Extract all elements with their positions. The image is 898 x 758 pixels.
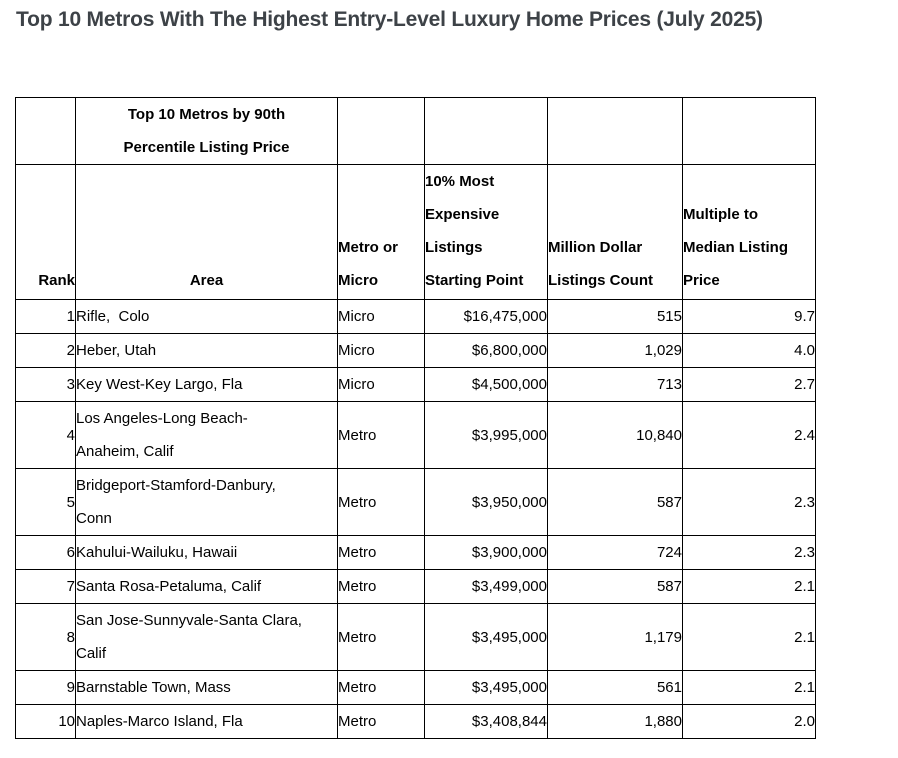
rank-cell: 5: [15, 468, 76, 536]
column-header-multiple-to-median: Multiple to Median Listing Price: [682, 164, 816, 300]
column-header-rank: Rank: [15, 164, 76, 300]
rank-cell: 3: [15, 367, 76, 402]
multiple-to-median-cell: 2.0: [682, 704, 816, 739]
million-dollar-count-cell: 515: [547, 299, 683, 334]
area-cell: Key West-Key Largo, Fla: [75, 367, 338, 402]
multiple-to-median-cell: 2.1: [682, 603, 816, 671]
metro-or-micro-cell: Micro: [337, 367, 425, 402]
rank-cell: 7: [15, 569, 76, 604]
starting-point-cell: $3,495,000: [424, 603, 548, 671]
rank-cell: 2: [15, 333, 76, 368]
rank-cell: 9: [15, 670, 76, 705]
table-row: 9 Barnstable Town, Mass Metro $3,495,000…: [15, 670, 816, 705]
metro-or-micro-cell: Metro: [337, 603, 425, 671]
multiple-to-median-cell: 2.1: [682, 569, 816, 604]
area-cell: Barnstable Town, Mass: [75, 670, 338, 705]
area-cell: Santa Rosa-Petaluma, Calif: [75, 569, 338, 604]
million-dollar-count-cell: 724: [547, 535, 683, 570]
area-cell: Heber, Utah: [75, 333, 338, 368]
group-header-spacer-metro: [337, 97, 425, 165]
multiple-to-median-cell: 2.7: [682, 367, 816, 402]
multiple-to-median-cell: 9.7: [682, 299, 816, 334]
luxury-metros-table: Top 10 Metros by 90th Percentile Listing…: [15, 97, 816, 739]
table-row: 1 Rifle, Colo Micro $16,475,000 515 9.7: [15, 299, 816, 334]
metro-or-micro-cell: Metro: [337, 535, 425, 570]
group-header-spacer-price: [424, 97, 548, 165]
metro-or-micro-cell: Micro: [337, 333, 425, 368]
area-cell: Bridgeport-Stamford-Danbury, Conn: [75, 468, 338, 536]
metro-or-micro-cell: Metro: [337, 704, 425, 739]
starting-point-cell: $16,475,000: [424, 299, 548, 334]
column-header-million-dollar-count: Million Dollar Listings Count: [547, 164, 683, 300]
metro-or-micro-cell: Metro: [337, 401, 425, 469]
table-row: 4 Los Angeles-Long Beach- Anaheim, Calif…: [15, 401, 816, 469]
rank-cell: 10: [15, 704, 76, 739]
multiple-to-median-cell: 2.3: [682, 535, 816, 570]
area-cell: Rifle, Colo: [75, 299, 338, 334]
table-column-header-row: Rank Area Metro or Micro 10% Most Expens…: [15, 164, 816, 300]
million-dollar-count-cell: 1,029: [547, 333, 683, 368]
million-dollar-count-cell: 10,840: [547, 401, 683, 469]
table-row: 10 Naples-Marco Island, Fla Metro $3,408…: [15, 704, 816, 739]
starting-point-cell: $6,800,000: [424, 333, 548, 368]
table-row: 6 Kahului-Wailuku, Hawaii Metro $3,900,0…: [15, 535, 816, 570]
starting-point-cell: $3,495,000: [424, 670, 548, 705]
starting-point-cell: $3,995,000: [424, 401, 548, 469]
starting-point-cell: $3,900,000: [424, 535, 548, 570]
table-group-header-row: Top 10 Metros by 90th Percentile Listing…: [15, 97, 816, 165]
multiple-to-median-cell: 2.3: [682, 468, 816, 536]
column-header-metro-or-micro: Metro or Micro: [337, 164, 425, 300]
group-header-spacer-rank: [15, 97, 76, 165]
million-dollar-count-cell: 1,179: [547, 603, 683, 671]
group-header-spacer-multiple: [682, 97, 816, 165]
rank-cell: 6: [15, 535, 76, 570]
table-group-header: Top 10 Metros by 90th Percentile Listing…: [75, 97, 338, 165]
table-row: 8 San Jose-Sunnyvale-Santa Clara, Calif …: [15, 603, 816, 671]
rank-cell: 1: [15, 299, 76, 334]
metro-or-micro-cell: Metro: [337, 468, 425, 536]
metro-or-micro-cell: Micro: [337, 299, 425, 334]
table-row: 2 Heber, Utah Micro $6,800,000 1,029 4.0: [15, 333, 816, 368]
metro-or-micro-cell: Metro: [337, 569, 425, 604]
starting-point-cell: $3,408,844: [424, 704, 548, 739]
group-header-spacer-count: [547, 97, 683, 165]
column-header-starting-point: 10% Most Expensive Listings Starting Poi…: [424, 164, 548, 300]
metro-or-micro-cell: Metro: [337, 670, 425, 705]
table-row: 5 Bridgeport-Stamford-Danbury, Conn Metr…: [15, 468, 816, 536]
million-dollar-count-cell: 561: [547, 670, 683, 705]
area-cell: Naples-Marco Island, Fla: [75, 704, 338, 739]
multiple-to-median-cell: 2.1: [682, 670, 816, 705]
table-row: 3 Key West-Key Largo, Fla Micro $4,500,0…: [15, 367, 816, 402]
million-dollar-count-cell: 1,880: [547, 704, 683, 739]
rank-cell: 8: [15, 603, 76, 671]
table-row: 7 Santa Rosa-Petaluma, Calif Metro $3,49…: [15, 569, 816, 604]
area-cell: Kahului-Wailuku, Hawaii: [75, 535, 338, 570]
rank-cell: 4: [15, 401, 76, 469]
page-title: Top 10 Metros With The Highest Entry-Lev…: [16, 8, 763, 31]
million-dollar-count-cell: 713: [547, 367, 683, 402]
million-dollar-count-cell: 587: [547, 569, 683, 604]
million-dollar-count-cell: 587: [547, 468, 683, 536]
column-header-area: Area: [75, 164, 338, 300]
starting-point-cell: $3,499,000: [424, 569, 548, 604]
multiple-to-median-cell: 4.0: [682, 333, 816, 368]
area-cell: Los Angeles-Long Beach- Anaheim, Calif: [75, 401, 338, 469]
starting-point-cell: $3,950,000: [424, 468, 548, 536]
starting-point-cell: $4,500,000: [424, 367, 548, 402]
multiple-to-median-cell: 2.4: [682, 401, 816, 469]
area-cell: San Jose-Sunnyvale-Santa Clara, Calif: [75, 603, 338, 671]
